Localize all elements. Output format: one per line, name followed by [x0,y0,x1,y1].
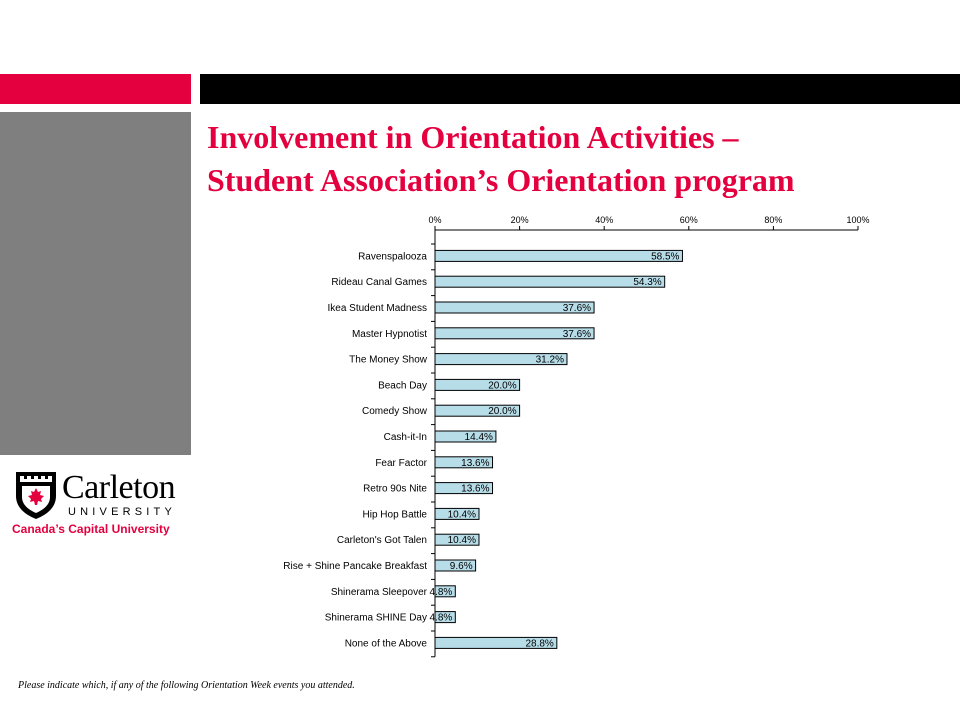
bar-value-label: 4.8% [430,613,453,624]
bar-chart: 0% 20% 40% 60% 80% 100% Ravenspalooza 58.5% Ride… [283,215,870,658]
x-tick-label: 20% [511,215,529,225]
logo-wordmark: Carleton [62,469,176,506]
bar [434,533,480,546]
title-line-2: Student Association’s Orientation progra… [207,162,795,198]
category-label: Shinerama SHINE Day [325,613,427,624]
category-label: Cash-it-In [384,432,427,443]
category-label: Shinerama Sleepover [331,587,428,598]
side-gray-panel [0,112,191,455]
bar [434,378,521,391]
carleton-logo: Carleton UNIVERSITY Canada’s Capital Uni… [12,468,192,538]
category-label: Comedy Show [362,406,428,417]
category-label: Hip Hop Battle [363,509,428,520]
bar-value-label: 4.8% [430,587,453,598]
logo-university: UNIVERSITY [68,506,177,518]
category-label: The Money Show [349,355,428,366]
bar [434,559,477,572]
header-accent-bar [0,74,191,104]
title-line-1: Involvement in Orientation Activities – [207,119,739,155]
bar-value-label: 10.4% [448,509,476,520]
bar [434,611,456,624]
category-label: Carleton's Got Talen [337,535,427,546]
bar-value-label: 20.0% [488,380,516,391]
bar-value-label: 20.0% [488,406,516,417]
bar [434,275,666,288]
bar [434,585,456,598]
bar-value-label: 9.6% [450,561,473,572]
bar [434,353,568,366]
x-tick-label: 100% [846,215,869,225]
header-black-bar [200,74,960,104]
logo-tagline: Canada’s Capital University [12,522,170,536]
x-tick-label: 40% [595,215,613,225]
x-tick-label: 60% [680,215,698,225]
bar-value-label: 13.6% [461,458,489,469]
bar-value-label: 13.6% [461,484,489,495]
bar-value-label: 37.6% [563,303,591,314]
bar [434,327,595,340]
bar [434,404,521,417]
bar [434,636,558,649]
category-label: None of the Above [345,638,428,649]
page-title: Involvement in Orientation Activities – … [207,116,947,202]
bar [434,301,595,314]
bar [434,507,480,520]
bar [434,430,497,443]
shield-icon [16,472,56,519]
category-label: Fear Factor [375,458,427,469]
category-label: Master Hypnotist [352,329,427,340]
category-label: Retro 90s Nite [363,484,427,495]
bar-value-label: 54.3% [633,277,661,288]
x-tick-label: 80% [764,215,782,225]
bar-value-label: 28.8% [525,638,553,649]
category-label: Rideau Canal Games [331,277,427,288]
bar-value-label: 58.5% [651,251,679,262]
x-tick-label: 0% [428,215,441,225]
bar [434,456,494,469]
bar-value-label: 14.4% [465,432,493,443]
bar-value-label: 31.2% [536,355,564,366]
category-label: Beach Day [378,380,427,391]
category-label: Ravenspalooza [358,251,427,262]
bar-value-label: 37.6% [563,329,591,340]
category-label: Ikea Student Madness [327,303,427,314]
bar [434,482,494,495]
bar-value-label: 10.4% [448,535,476,546]
bar [434,249,683,262]
category-label: Rise + Shine Pancake Breakfast [283,561,427,572]
footnote: Please indicate which, if any of the fol… [18,680,355,691]
